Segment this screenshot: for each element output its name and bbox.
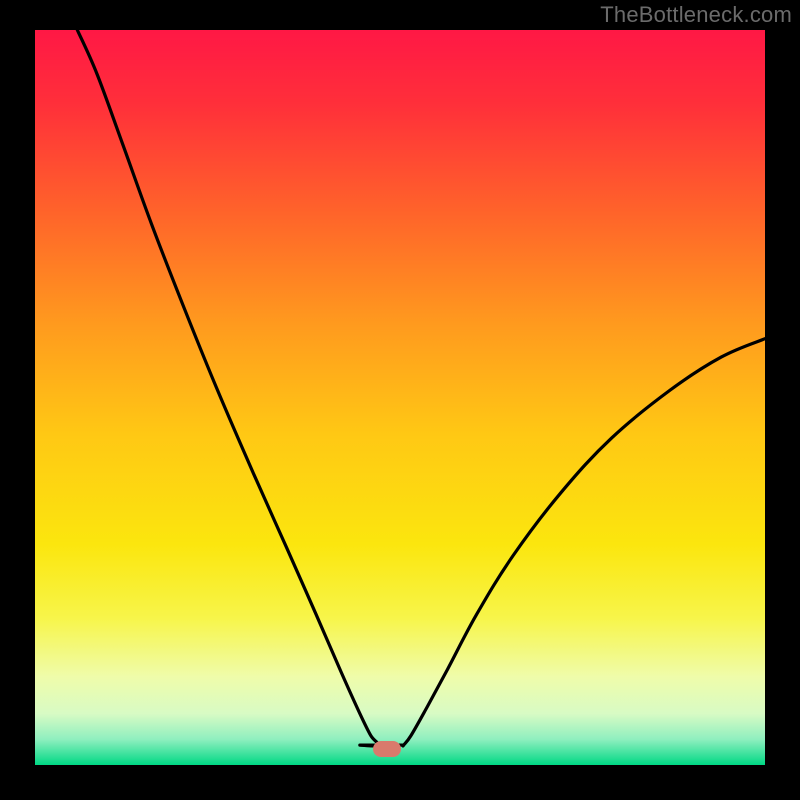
gradient-background	[35, 30, 765, 765]
watermark-text: TheBottleneck.com	[600, 2, 792, 28]
notch-marker	[373, 741, 401, 757]
plot-svg	[35, 30, 765, 765]
chart-canvas: TheBottleneck.com	[0, 0, 800, 800]
